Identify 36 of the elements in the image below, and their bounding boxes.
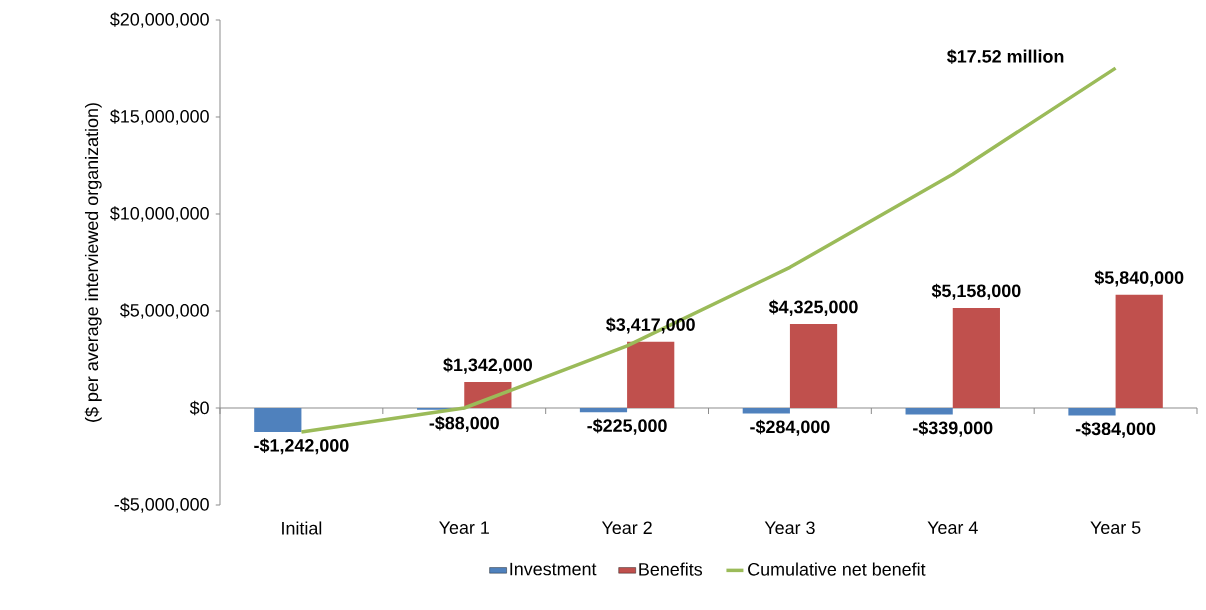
bar xyxy=(905,408,953,415)
bar xyxy=(1115,294,1163,408)
data-label: $4,325,000 xyxy=(768,299,858,316)
annotation: $17.52 million xyxy=(947,49,1064,64)
legend-label: Investment xyxy=(510,562,597,576)
bar xyxy=(952,307,1000,408)
data-label: -$284,000 xyxy=(750,419,830,436)
data-label: -$1,242,000 xyxy=(254,438,349,455)
legend-label: Cumulative net benefit xyxy=(748,562,926,576)
y-tick-label: $15,000,000 xyxy=(110,109,209,125)
bar xyxy=(579,408,628,413)
data-label: -$225,000 xyxy=(587,418,667,435)
bar xyxy=(1068,408,1116,416)
x-tick-label: Year 4 xyxy=(927,521,978,534)
y-tick-label: $10,000,000 xyxy=(110,206,209,222)
y-tick-label: -$5,000,000 xyxy=(114,497,209,513)
x-tick-label: Year 5 xyxy=(1090,521,1141,534)
data-label: -$339,000 xyxy=(913,420,993,437)
data-label: -$88,000 xyxy=(429,415,499,432)
data-label: $5,158,000 xyxy=(931,283,1021,300)
bar xyxy=(789,324,838,408)
data-label: -$384,000 xyxy=(1075,421,1156,438)
bar xyxy=(254,408,302,433)
y-tick-label: $5,000,000 xyxy=(120,303,209,319)
x-tick-label: Year 2 xyxy=(601,521,652,535)
x-tick-label: Initial xyxy=(282,521,322,535)
data-label: $1,342,000 xyxy=(443,357,532,374)
y-axis-title: ($ per average interviewed organization) xyxy=(84,103,102,422)
bar xyxy=(742,408,790,414)
legend-label: Benefits xyxy=(639,562,703,576)
y-tick-label: $20,000,000 xyxy=(110,12,209,28)
y-tick-label: $0 xyxy=(189,400,209,416)
x-tick-label: Year 3 xyxy=(764,521,815,535)
data-label: $5,840,000 xyxy=(1094,270,1184,287)
bar xyxy=(627,341,675,408)
x-tick-label: Year 1 xyxy=(439,521,489,534)
